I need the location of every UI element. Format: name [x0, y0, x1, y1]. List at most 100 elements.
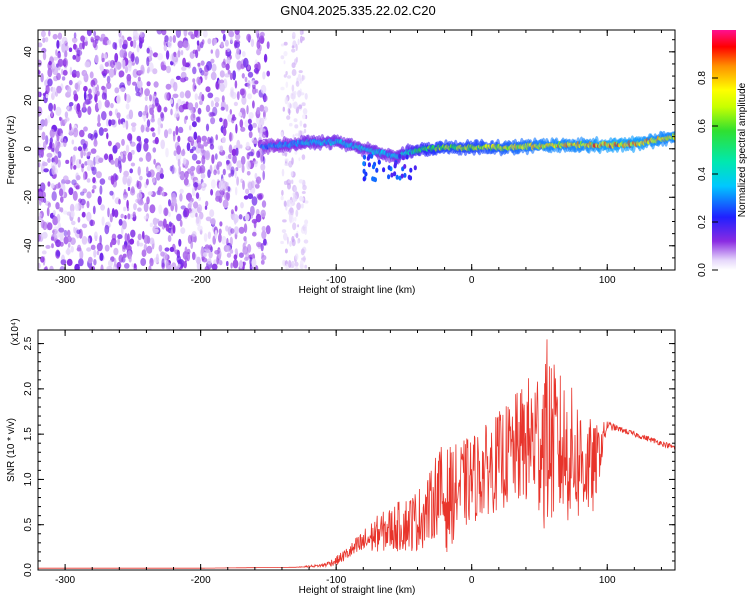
heatmap-noise-cell [171, 196, 177, 207]
snr-plot-frame [37, 329, 676, 571]
heatmap-noise-cell [246, 152, 250, 160]
heatmap-noise-cell [221, 136, 226, 144]
heatmap-noise-cell [123, 206, 127, 212]
heatmap-noise-cell [126, 233, 130, 243]
heatmap-noise-cell [207, 258, 212, 265]
heatmap-noise-cell [110, 119, 116, 126]
heatmap-noise-cell [234, 30, 240, 35]
heatmap-noise-cell [55, 106, 62, 117]
heatmap-noise-cell [261, 252, 265, 258]
heatmap-noise-cell [239, 260, 243, 269]
heatmap-noise-cell [113, 258, 117, 268]
heatmap-noise-cell [65, 159, 70, 164]
heatmap-noise-cell [92, 205, 96, 215]
heatmap-noise-cell [252, 231, 257, 237]
heatmap-noise-cell [177, 158, 181, 167]
heatmap-noise-cell [230, 166, 235, 175]
heatmap-noise-cell [200, 173, 206, 179]
heatmap-noise-cell [175, 75, 181, 80]
heatmap-noise-cell [84, 161, 88, 166]
spectrogram-x-ticks: -300 -200 -100 0 100 [37, 30, 662, 286]
heatmap-ridge-cell [390, 172, 394, 178]
heatmap-noise-cell [57, 151, 62, 159]
heatmap-noise-cell [241, 51, 246, 57]
x-tick-label: -300 [55, 275, 75, 286]
heatmap-noise-cell [170, 108, 173, 116]
heatmap-noise-cell [171, 164, 175, 175]
heatmap-noise-cell [204, 265, 210, 270]
heatmap-noise-cell [86, 178, 91, 183]
y-tick-label: 0 [23, 146, 34, 152]
heatmap-noise-cell [226, 261, 229, 267]
heatmap-ridge-cell [393, 171, 397, 177]
heatmap-noise-cell [219, 83, 225, 92]
heatmap-noise-cell [93, 139, 98, 147]
heatmap-noise-cell [260, 242, 264, 252]
heatmap-noise-cell [47, 202, 51, 208]
heatmap-noise-cell [104, 153, 109, 160]
heatmap-noise-cell [115, 142, 121, 150]
heatmap-noise-cell [149, 94, 152, 102]
heatmap-noise-cell [240, 178, 244, 183]
heatmap-noise-cell [148, 265, 152, 270]
heatmap-noise-cell [106, 75, 111, 84]
heatmap-noise-cell [251, 196, 258, 206]
heatmap-noise-cell [295, 253, 299, 261]
heatmap-noise-cell [90, 148, 97, 154]
heatmap-noise-cell [86, 247, 92, 252]
heatmap-noise-cell [116, 94, 121, 105]
heatmap-noise-cell [297, 73, 302, 82]
heatmap-noise-cell [303, 123, 307, 128]
heatmap-noise-cell [71, 37, 78, 43]
heatmap-ridge-cell [367, 162, 371, 168]
heatmap-noise-cell [40, 219, 45, 229]
heatmap-noise-cell [197, 142, 201, 149]
heatmap-noise-cell [284, 96, 289, 105]
heatmap-noise-cell [214, 97, 220, 103]
heatmap-noise-cell [210, 58, 215, 64]
heatmap-noise-cell [304, 264, 308, 269]
heatmap-noise-cell [243, 236, 247, 242]
heatmap-noise-cell [86, 200, 90, 209]
heatmap-noise-cell [137, 233, 142, 241]
heatmap-noise-cell [300, 197, 305, 202]
heatmap-noise-cell [157, 220, 164, 227]
heatmap-noise-cell [76, 229, 81, 235]
heatmap-noise-cell [292, 134, 295, 139]
heatmap-noise-cell [138, 200, 144, 206]
heatmap-noise-cell [247, 243, 252, 253]
heatmap-noise-cell [189, 210, 196, 218]
heatmap-noise-cell [86, 165, 91, 172]
heatmap-noise-cell [178, 238, 182, 247]
heatmap-noise-cell [300, 92, 305, 96]
heatmap-noise-cell [57, 159, 61, 168]
heatmap-noise-cell [245, 188, 250, 195]
heatmap-noise-cell [58, 227, 65, 233]
heatmap-noise-cell [246, 171, 251, 176]
heatmap-noise-cell [54, 229, 60, 239]
heatmap-noise-cell [99, 65, 104, 72]
heatmap-noise-cell [294, 216, 297, 222]
heatmap-noise-cell [142, 110, 147, 116]
heatmap-noise-cell [54, 183, 61, 189]
heatmap-noise-cell [132, 39, 137, 49]
heatmap-noise-cell [191, 153, 198, 161]
heatmap-noise-cell [196, 165, 202, 175]
heatmap-noise-cell [122, 121, 126, 128]
heatmap-noise-cell [165, 50, 170, 60]
heatmap-noise-cell [177, 40, 184, 49]
heatmap-noise-cell [182, 103, 189, 110]
heatmap-noise-cell [160, 251, 165, 257]
heatmap-noise-cell [266, 70, 271, 77]
heatmap-noise-cell [263, 95, 268, 102]
heatmap-noise-cell [87, 151, 92, 156]
heatmap-noise-cell [129, 168, 133, 174]
heatmap-noise-cell [231, 148, 237, 156]
heatmap-noise-cell [285, 71, 288, 76]
heatmap-noise-cell [81, 223, 88, 229]
heatmap-noise-cell [207, 92, 214, 99]
heatmap-noise-cell [83, 150, 86, 157]
heatmap-noise-cell [234, 248, 238, 254]
heatmap-noise-cell [47, 115, 51, 123]
heatmap-noise-cell [134, 33, 140, 38]
